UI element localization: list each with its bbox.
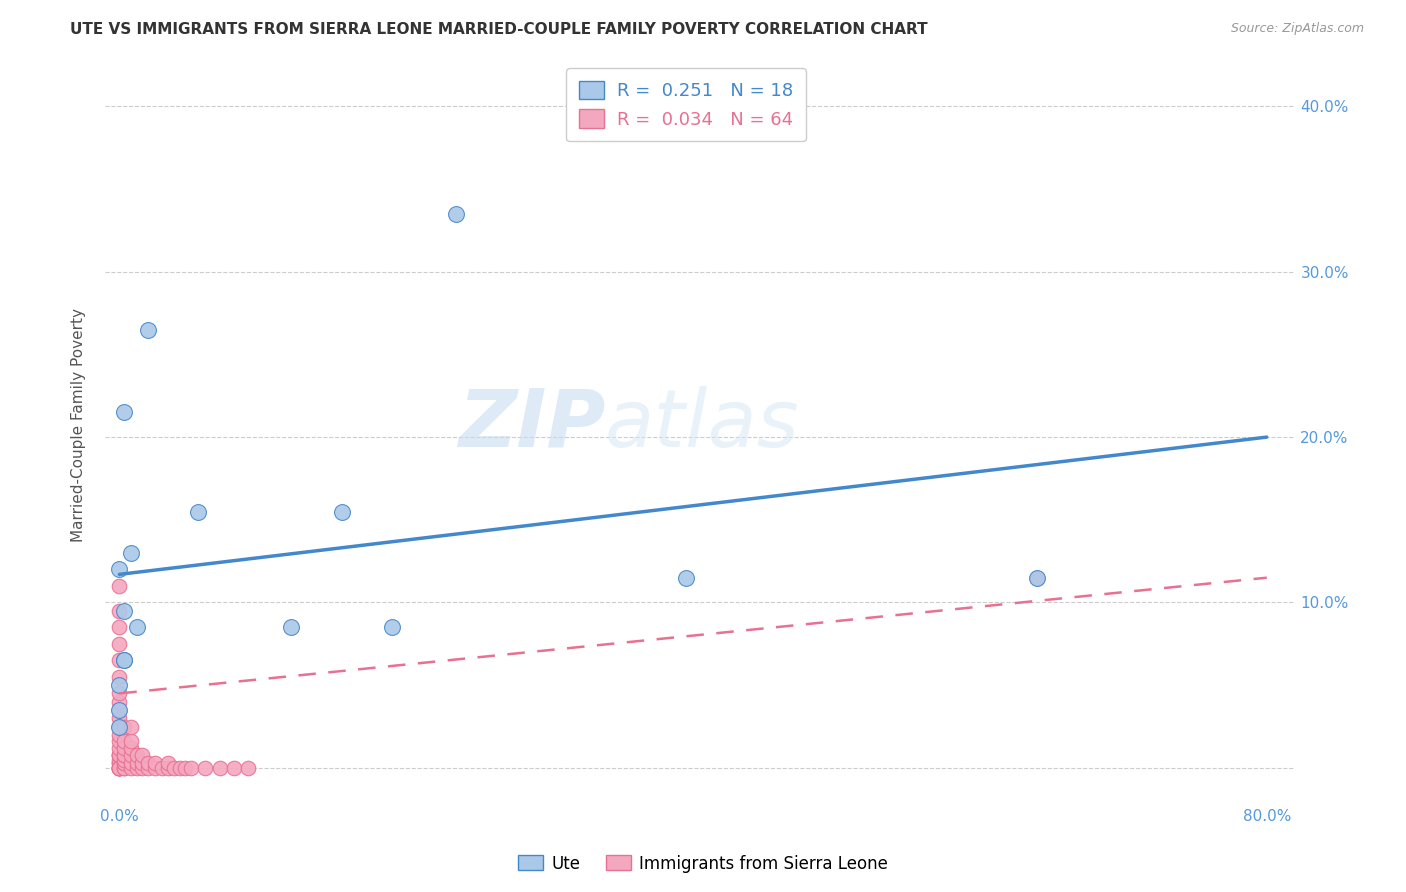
Point xyxy=(238,761,260,775)
Point xyxy=(112,604,135,618)
Point xyxy=(112,653,135,667)
Point xyxy=(108,637,131,651)
Point xyxy=(120,747,142,762)
Point xyxy=(112,741,135,756)
Point xyxy=(108,695,131,709)
Point xyxy=(125,620,148,634)
Point xyxy=(446,207,468,221)
Point xyxy=(112,753,135,767)
Point xyxy=(163,761,186,775)
Point xyxy=(125,756,148,770)
Point xyxy=(112,720,135,734)
Point xyxy=(108,761,131,775)
Text: 80.0%: 80.0% xyxy=(1243,809,1291,824)
Point xyxy=(108,761,131,775)
Point xyxy=(169,761,191,775)
Point xyxy=(120,756,142,770)
Point xyxy=(120,734,142,748)
Point xyxy=(108,686,131,700)
Point xyxy=(222,761,245,775)
Text: Source: ZipAtlas.com: Source: ZipAtlas.com xyxy=(1230,22,1364,36)
Point xyxy=(1026,571,1049,585)
Point xyxy=(108,761,131,775)
Legend: Ute, Immigrants from Sierra Leone: Ute, Immigrants from Sierra Leone xyxy=(512,848,894,880)
Point xyxy=(112,405,135,419)
Legend: R =  0.251   N = 18, R =  0.034   N = 64: R = 0.251 N = 18, R = 0.034 N = 64 xyxy=(567,68,806,141)
Point xyxy=(108,620,131,634)
Point xyxy=(108,579,131,593)
Y-axis label: Married-Couple Family Poverty: Married-Couple Family Poverty xyxy=(72,308,86,541)
Point xyxy=(120,720,142,734)
Point xyxy=(381,620,404,634)
Point xyxy=(112,653,135,667)
Point xyxy=(108,720,131,734)
Point xyxy=(131,761,153,775)
Point xyxy=(174,761,197,775)
Point xyxy=(108,734,131,748)
Point xyxy=(108,747,131,762)
Point xyxy=(108,703,131,717)
Point xyxy=(112,761,135,775)
Point xyxy=(157,756,180,770)
Point xyxy=(108,678,131,692)
Point xyxy=(108,761,131,775)
Point xyxy=(108,653,131,667)
Point xyxy=(108,753,131,767)
Point xyxy=(112,756,135,770)
Point xyxy=(108,728,131,742)
Point xyxy=(108,747,131,762)
Point xyxy=(108,711,131,725)
Point xyxy=(108,761,131,775)
Point xyxy=(108,562,131,576)
Text: ZIP: ZIP xyxy=(457,385,605,464)
Point xyxy=(108,703,131,717)
Point xyxy=(131,756,153,770)
Point xyxy=(330,504,353,518)
Point xyxy=(108,761,131,775)
Point xyxy=(112,747,135,762)
Point xyxy=(108,670,131,684)
Text: atlas: atlas xyxy=(605,385,800,464)
Point xyxy=(108,747,131,762)
Point xyxy=(187,504,209,518)
Point xyxy=(136,756,159,770)
Point xyxy=(125,747,148,762)
Point xyxy=(136,761,159,775)
Point xyxy=(112,761,135,775)
Point xyxy=(120,741,142,756)
Point xyxy=(150,761,173,775)
Point xyxy=(143,761,166,775)
Point xyxy=(194,761,217,775)
Point xyxy=(136,322,159,336)
Point xyxy=(143,756,166,770)
Point xyxy=(120,546,142,560)
Point xyxy=(108,756,131,770)
Point xyxy=(157,761,180,775)
Point xyxy=(108,741,131,756)
Point xyxy=(112,756,135,770)
Point xyxy=(108,756,131,770)
Point xyxy=(112,747,135,762)
Point xyxy=(280,620,302,634)
Point xyxy=(108,604,131,618)
Point xyxy=(125,761,148,775)
Point xyxy=(208,761,231,775)
Point xyxy=(112,734,135,748)
Text: 0.0%: 0.0% xyxy=(100,809,139,824)
Point xyxy=(131,747,153,762)
Point xyxy=(1026,571,1049,585)
Point xyxy=(120,761,142,775)
Text: UTE VS IMMIGRANTS FROM SIERRA LEONE MARRIED-COUPLE FAMILY POVERTY CORRELATION CH: UTE VS IMMIGRANTS FROM SIERRA LEONE MARR… xyxy=(70,22,928,37)
Point xyxy=(180,761,202,775)
Point xyxy=(675,571,697,585)
Point xyxy=(108,720,131,734)
